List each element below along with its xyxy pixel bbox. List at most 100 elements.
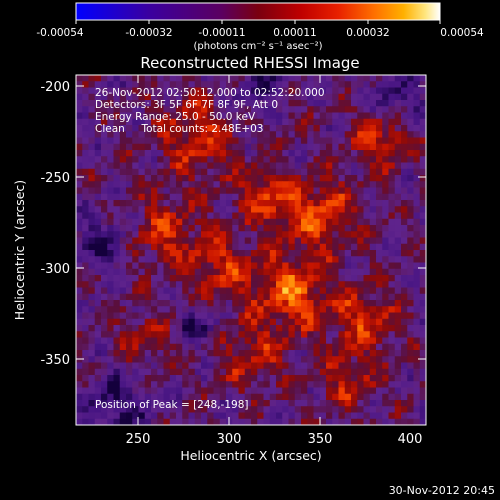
image-pixel xyxy=(238,412,246,420)
image-pixel xyxy=(169,281,177,288)
image-pixel xyxy=(76,362,83,370)
image-pixel xyxy=(151,368,158,376)
image-pixel xyxy=(376,118,383,126)
image-pixel xyxy=(294,381,302,388)
image-pixel xyxy=(413,150,421,157)
image-pixel xyxy=(351,387,358,395)
image-pixel xyxy=(201,393,208,401)
image-pixel xyxy=(201,118,208,126)
image-pixel xyxy=(351,268,358,276)
image-pixel xyxy=(207,106,214,113)
image-pixel xyxy=(132,356,139,363)
image-pixel xyxy=(144,106,152,113)
image-pixel xyxy=(101,400,108,407)
image-pixel xyxy=(119,318,127,326)
image-pixel xyxy=(157,368,164,376)
image-pixel xyxy=(107,275,114,282)
image-pixel xyxy=(313,300,321,307)
image-pixel xyxy=(301,293,308,301)
image-pixel xyxy=(157,412,164,420)
image-pixel xyxy=(182,150,189,157)
image-pixel xyxy=(188,387,196,395)
image-pixel xyxy=(307,362,314,370)
image-pixel xyxy=(419,137,427,145)
image-pixel xyxy=(419,375,427,382)
image-pixel xyxy=(113,387,121,395)
image-pixel xyxy=(351,168,358,176)
image-pixel xyxy=(213,231,221,238)
image-pixel xyxy=(301,287,308,295)
image-pixel xyxy=(382,350,389,357)
image-pixel xyxy=(276,325,283,332)
image-pixel xyxy=(76,250,83,257)
image-pixel xyxy=(338,306,346,313)
image-pixel xyxy=(188,293,196,301)
image-pixel xyxy=(244,156,252,163)
image-pixel xyxy=(376,350,383,357)
image-pixel xyxy=(376,368,383,376)
image-pixel xyxy=(107,237,114,245)
image-pixel xyxy=(338,225,346,232)
image-pixel xyxy=(132,337,139,345)
image-pixel xyxy=(138,268,146,276)
image-pixel xyxy=(244,262,252,270)
image-pixel xyxy=(238,281,246,288)
image-pixel xyxy=(376,193,383,201)
image-pixel xyxy=(88,275,96,282)
image-pixel xyxy=(313,125,321,132)
image-pixel xyxy=(182,393,189,401)
image-pixel xyxy=(101,118,108,126)
image-pixel xyxy=(188,250,196,257)
image-pixel xyxy=(401,387,408,395)
image-pixel xyxy=(419,262,427,270)
image-pixel xyxy=(94,375,102,382)
image-pixel xyxy=(351,131,358,138)
image-pixel xyxy=(169,93,177,101)
image-pixel xyxy=(76,137,83,145)
image-pixel xyxy=(288,212,296,220)
image-pixel xyxy=(288,393,296,401)
image-pixel xyxy=(263,268,271,276)
image-pixel xyxy=(344,212,352,220)
image-pixel xyxy=(126,75,133,82)
image-pixel xyxy=(394,337,402,345)
image-pixel xyxy=(219,343,227,351)
image-pixel xyxy=(338,250,346,257)
image-pixel xyxy=(107,150,114,157)
image-pixel xyxy=(244,150,252,157)
image-pixel xyxy=(188,200,196,207)
image-pixel xyxy=(301,87,308,95)
image-pixel xyxy=(194,362,202,370)
image-pixel xyxy=(269,106,277,113)
image-pixel xyxy=(101,193,108,201)
image-pixel xyxy=(232,75,239,82)
image-pixel xyxy=(157,168,164,176)
image-pixel xyxy=(101,418,108,426)
image-pixel xyxy=(276,143,283,151)
image-pixel xyxy=(332,362,339,370)
image-pixel xyxy=(313,387,321,395)
image-pixel xyxy=(119,181,127,188)
image-pixel xyxy=(132,187,139,195)
image-pixel xyxy=(388,168,396,176)
image-pixel xyxy=(176,118,183,126)
image-pixel xyxy=(388,225,396,232)
image-pixel xyxy=(138,343,146,351)
image-pixel xyxy=(138,400,146,407)
image-pixel xyxy=(263,218,271,226)
image-pixel xyxy=(332,350,339,357)
image-pixel xyxy=(413,281,421,288)
image-pixel xyxy=(369,162,377,170)
image-pixel xyxy=(194,381,202,388)
image-pixel xyxy=(276,337,283,345)
image-pixel xyxy=(213,193,221,201)
image-pixel xyxy=(213,137,221,145)
image-pixel xyxy=(213,237,221,245)
image-pixel xyxy=(163,400,171,407)
image-pixel xyxy=(132,300,139,307)
image-pixel xyxy=(107,87,114,95)
image-pixel xyxy=(194,337,202,345)
image-pixel xyxy=(376,325,383,332)
image-pixel xyxy=(244,143,252,151)
image-pixel xyxy=(151,318,158,326)
